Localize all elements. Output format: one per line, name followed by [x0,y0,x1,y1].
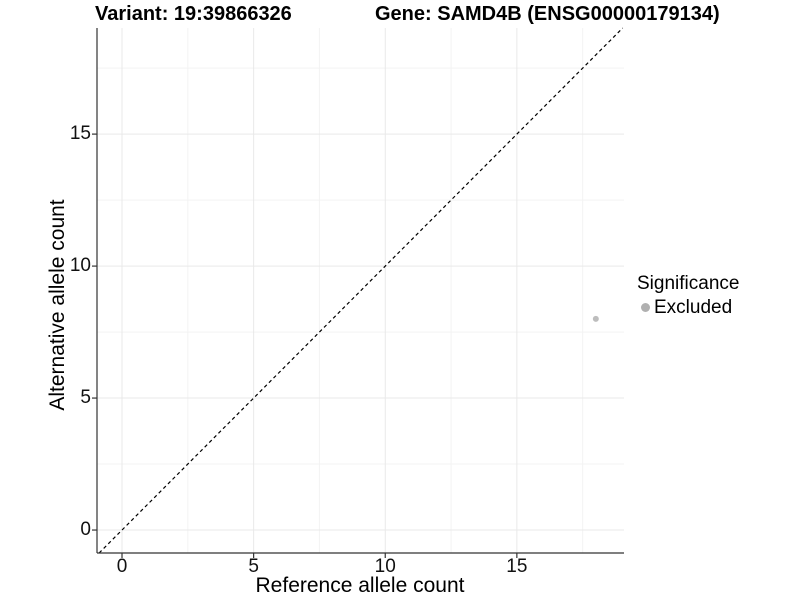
x-tick-label: 15 [506,556,528,577]
plot-title-variant: Variant: 19:39866326 [95,3,292,25]
x-tick-label: 0 [116,556,128,577]
x-tick-label: 5 [248,556,259,577]
legend-point-icon [641,303,650,312]
y-axis-title: Alternative allele count [46,199,69,411]
plot-title-gene: Gene: SAMD4B (ENSG00000179134) [375,3,720,25]
legend-item-excluded: Excluded [637,296,739,319]
identity-reference-line [98,27,624,554]
data-point [592,315,599,322]
y-tick-label: 15 [69,123,91,145]
y-tick-label: 0 [80,519,91,541]
x-axis-title: Reference allele count [255,574,465,597]
legend-title: Significance [637,273,740,294]
y-tick-label: 10 [69,255,91,277]
x-tick-label: 10 [374,556,396,577]
legend: Significance Excluded [637,272,739,319]
legend-item-label: Excluded [654,297,733,318]
y-tick-label: 5 [80,387,91,409]
